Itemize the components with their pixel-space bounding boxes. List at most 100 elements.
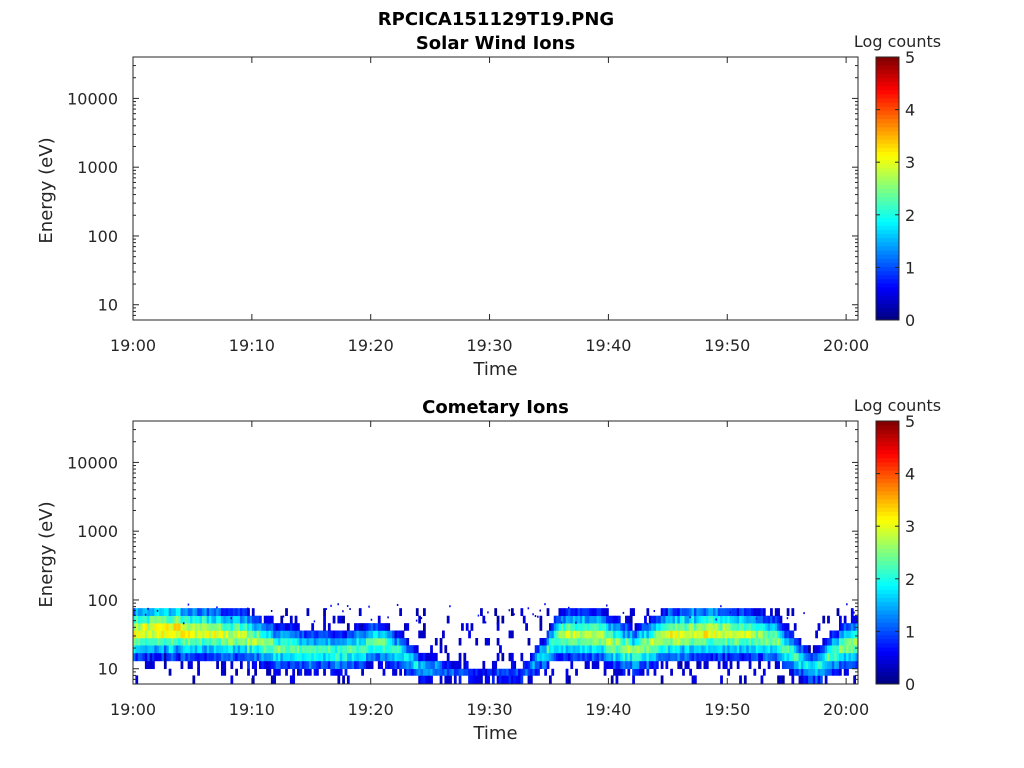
colorbar-segment: [876, 671, 899, 677]
heatmap-cell: [432, 660, 436, 670]
heatmap-cell: [168, 668, 172, 676]
heatmap-cell: [335, 652, 338, 662]
plot-area: [132, 56, 859, 321]
heatmap-cell: [344, 660, 348, 670]
heatmap-cell: [223, 623, 227, 631]
heatmap-cell: [843, 660, 847, 670]
heatmap-cell: [855, 637, 858, 646]
heatmap-cell: [506, 675, 509, 684]
heatmap-cell: [743, 675, 747, 684]
heatmap-cell: [456, 660, 460, 670]
heatmap-cell: [525, 660, 528, 670]
heatmap-cell: [691, 637, 695, 646]
heatmap-cell: [570, 615, 574, 624]
heatmap-cell: [824, 645, 828, 654]
heatmap-cell: [838, 645, 842, 654]
heatmap-cell: [258, 652, 262, 662]
heatmap-cell: [777, 652, 780, 662]
heatmap-cell: [653, 610, 656, 613]
heatmap-cell: [720, 675, 723, 684]
heatmap-cell: [430, 668, 433, 676]
heatmap-cell: [147, 607, 149, 610]
heatmap-cell: [601, 652, 605, 662]
heatmap-cell: [537, 668, 540, 676]
heatmap-cell: [594, 637, 597, 646]
heatmap-cell: [551, 637, 555, 646]
heatmap-cell: [774, 630, 778, 639]
heatmap-cell: [760, 630, 764, 639]
heatmap-cell: [387, 623, 391, 631]
heatmap-cell: [822, 660, 826, 670]
heatmap-cell: [603, 645, 607, 654]
heatmap-cell: [254, 645, 258, 654]
heatmap-cell: [634, 630, 638, 639]
heatmap-cell: [197, 637, 200, 646]
heatmap-cell: [696, 637, 700, 646]
heatmap-cell: [380, 623, 383, 631]
heatmap-cell: [670, 623, 673, 631]
heatmap-cell: [591, 645, 595, 654]
heatmap-cell: [627, 630, 631, 639]
heatmap-cell: [774, 637, 778, 646]
heatmap-cell: [289, 675, 293, 684]
heatmap-cell: [144, 613, 147, 616]
heatmap-cell: [140, 637, 143, 646]
heatmap-cell: [777, 660, 780, 670]
heatmap-cell: [304, 630, 307, 639]
heatmap-cell: [316, 637, 319, 646]
heatmap-cell: [606, 615, 609, 624]
heatmap-cell: [442, 668, 445, 676]
x-tick-label: 19:30: [467, 336, 513, 355]
heatmap-cell: [135, 637, 139, 646]
heatmap-cell: [846, 630, 849, 639]
heatmap-cell: [613, 637, 616, 646]
heatmap-cell: [781, 637, 785, 646]
heatmap-cell: [427, 675, 431, 684]
heatmap-cell: [308, 652, 312, 662]
heatmap-cell: [339, 645, 343, 654]
heatmap-cell: [332, 637, 336, 646]
heatmap-cell: [228, 652, 231, 662]
heatmap-cell: [216, 608, 219, 617]
heatmap-cell: [213, 637, 217, 646]
heatmap-cell: [853, 660, 857, 670]
heatmap-cell: [156, 645, 160, 654]
heatmap-cell: [843, 623, 847, 631]
heatmap-cell: [163, 637, 167, 646]
heatmap-cell: [285, 652, 288, 662]
heatmap-cell: [620, 645, 624, 654]
heatmap-cell: [137, 608, 141, 617]
heatmap-cell: [598, 623, 602, 631]
heatmap-cell: [551, 668, 555, 676]
heatmap-cell: [772, 645, 776, 654]
heatmap-cell: [703, 615, 707, 624]
heatmap-cell: [237, 623, 241, 631]
heatmap-cell: [591, 608, 595, 617]
heatmap-cell: [406, 660, 410, 670]
heatmap-cell: [729, 615, 733, 624]
heatmap-cell: [258, 645, 262, 654]
heatmap-cell: [237, 637, 241, 646]
heatmap-cell: [651, 652, 654, 662]
heatmap-cell: [834, 668, 838, 676]
heatmap-cell: [163, 645, 167, 654]
colorbar-segment: [876, 651, 899, 656]
colorbar-segment: [876, 466, 899, 471]
heatmap-cell: [171, 608, 174, 617]
heatmap-cell: [308, 637, 312, 646]
heatmap-cell: [753, 645, 757, 654]
heatmap-cell: [292, 675, 296, 684]
heatmap-cell: [278, 652, 281, 662]
heatmap-cell: [646, 608, 650, 617]
heatmap-cell: [779, 623, 783, 631]
heatmap-cell: [622, 637, 626, 646]
heatmap-cell: [294, 623, 298, 631]
heatmap-cell: [772, 652, 776, 662]
heatmap-cell: [632, 630, 635, 639]
heatmap-cell: [703, 637, 707, 646]
heatmap-cell: [144, 660, 148, 670]
heatmap-cell: [396, 660, 400, 670]
heatmap-cell: [684, 608, 688, 617]
heatmap-cell: [720, 608, 723, 617]
heatmap-cell: [270, 630, 274, 639]
